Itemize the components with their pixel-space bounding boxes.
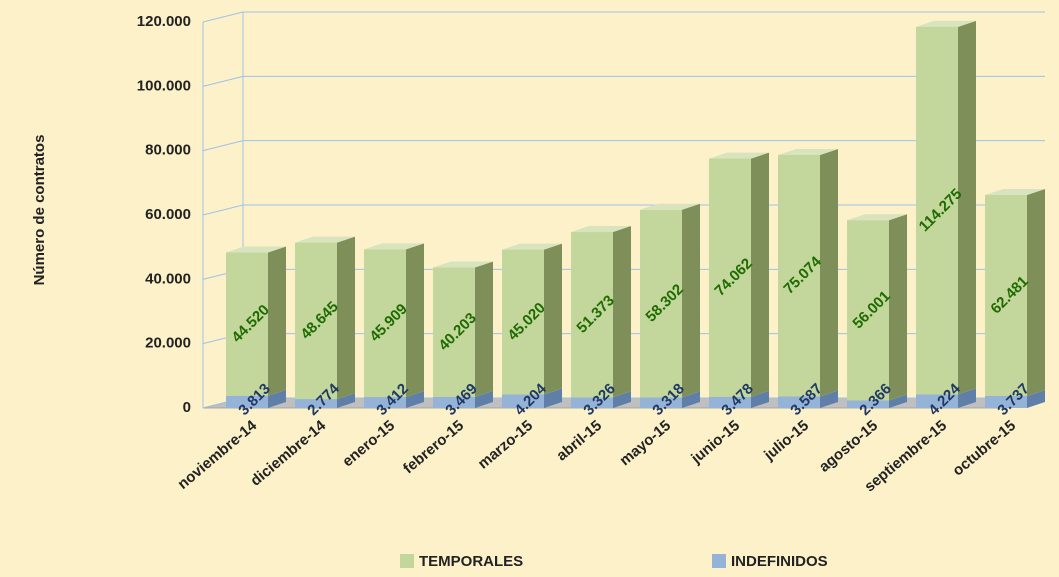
bar-side	[337, 236, 355, 400]
bar-side	[406, 243, 424, 398]
bar	[433, 396, 475, 408]
bar	[709, 396, 751, 408]
bar	[847, 220, 889, 401]
bar	[295, 242, 337, 400]
bar	[640, 397, 682, 408]
bar-top	[364, 243, 424, 250]
bar-side	[268, 389, 286, 408]
y-tick-label: 80.000	[145, 142, 191, 159]
bar-side	[958, 388, 976, 408]
bar-side	[613, 226, 631, 398]
bar-side	[544, 243, 562, 395]
legend-swatch	[400, 554, 414, 568]
bar-side	[751, 152, 769, 397]
bar-top	[985, 188, 1045, 195]
bar-side	[682, 203, 700, 398]
y-tick-label: 60.000	[145, 206, 191, 223]
y-tick-label: 40.000	[145, 270, 191, 287]
grid-line-side	[202, 204, 244, 216]
legend-swatch	[712, 554, 726, 568]
bar	[571, 232, 613, 398]
y-axis-title: Número de contratos	[31, 135, 48, 286]
bar	[502, 394, 544, 408]
grid-line-side	[202, 140, 244, 152]
grid-line-side	[202, 11, 244, 23]
y-tick-label: 100.000	[137, 77, 191, 94]
bar-side	[751, 390, 769, 408]
bar	[640, 209, 682, 398]
bar	[916, 394, 958, 408]
bar	[502, 249, 544, 395]
bar-top	[226, 246, 286, 253]
legend-label: INDEFINIDOS	[731, 553, 828, 570]
bar	[778, 396, 820, 408]
bar-side	[475, 390, 493, 408]
bar-side	[820, 148, 838, 397]
y-tick-label: 0	[183, 399, 191, 416]
bar-side	[475, 261, 493, 397]
y-tick-label: 20.000	[145, 335, 191, 352]
bar-side	[406, 391, 424, 408]
y-tick-label: 120.000	[137, 13, 191, 30]
bar-side	[1027, 389, 1045, 408]
bar-top	[778, 148, 838, 155]
bar-side	[820, 390, 838, 408]
bar-top	[502, 243, 562, 250]
bar-top	[916, 20, 976, 27]
legend-label: TEMPORALES	[419, 553, 523, 570]
bar-side	[889, 214, 907, 401]
bar	[226, 395, 268, 408]
bar-top	[571, 226, 631, 233]
bar-side	[337, 393, 355, 408]
bar	[916, 26, 958, 395]
bar-side	[958, 20, 976, 395]
bar	[847, 400, 889, 408]
bar-top	[433, 261, 493, 268]
grid-line-side	[202, 75, 244, 87]
bar-side	[682, 391, 700, 408]
bar-side	[268, 246, 286, 396]
bar-top	[847, 214, 907, 221]
bar-top	[709, 152, 769, 159]
bar	[985, 395, 1027, 408]
bar	[295, 399, 337, 408]
bar	[433, 267, 475, 397]
bar	[364, 397, 406, 408]
bar	[778, 154, 820, 397]
bar-top	[295, 236, 355, 243]
bar	[226, 252, 268, 396]
bar	[709, 158, 751, 397]
bar	[571, 397, 613, 408]
bar	[364, 249, 406, 398]
bar-side	[544, 388, 562, 408]
bar-side	[1027, 188, 1045, 396]
bar-side	[613, 391, 631, 408]
bar-side	[889, 394, 907, 408]
bar	[985, 194, 1027, 396]
bar-top	[640, 203, 700, 210]
